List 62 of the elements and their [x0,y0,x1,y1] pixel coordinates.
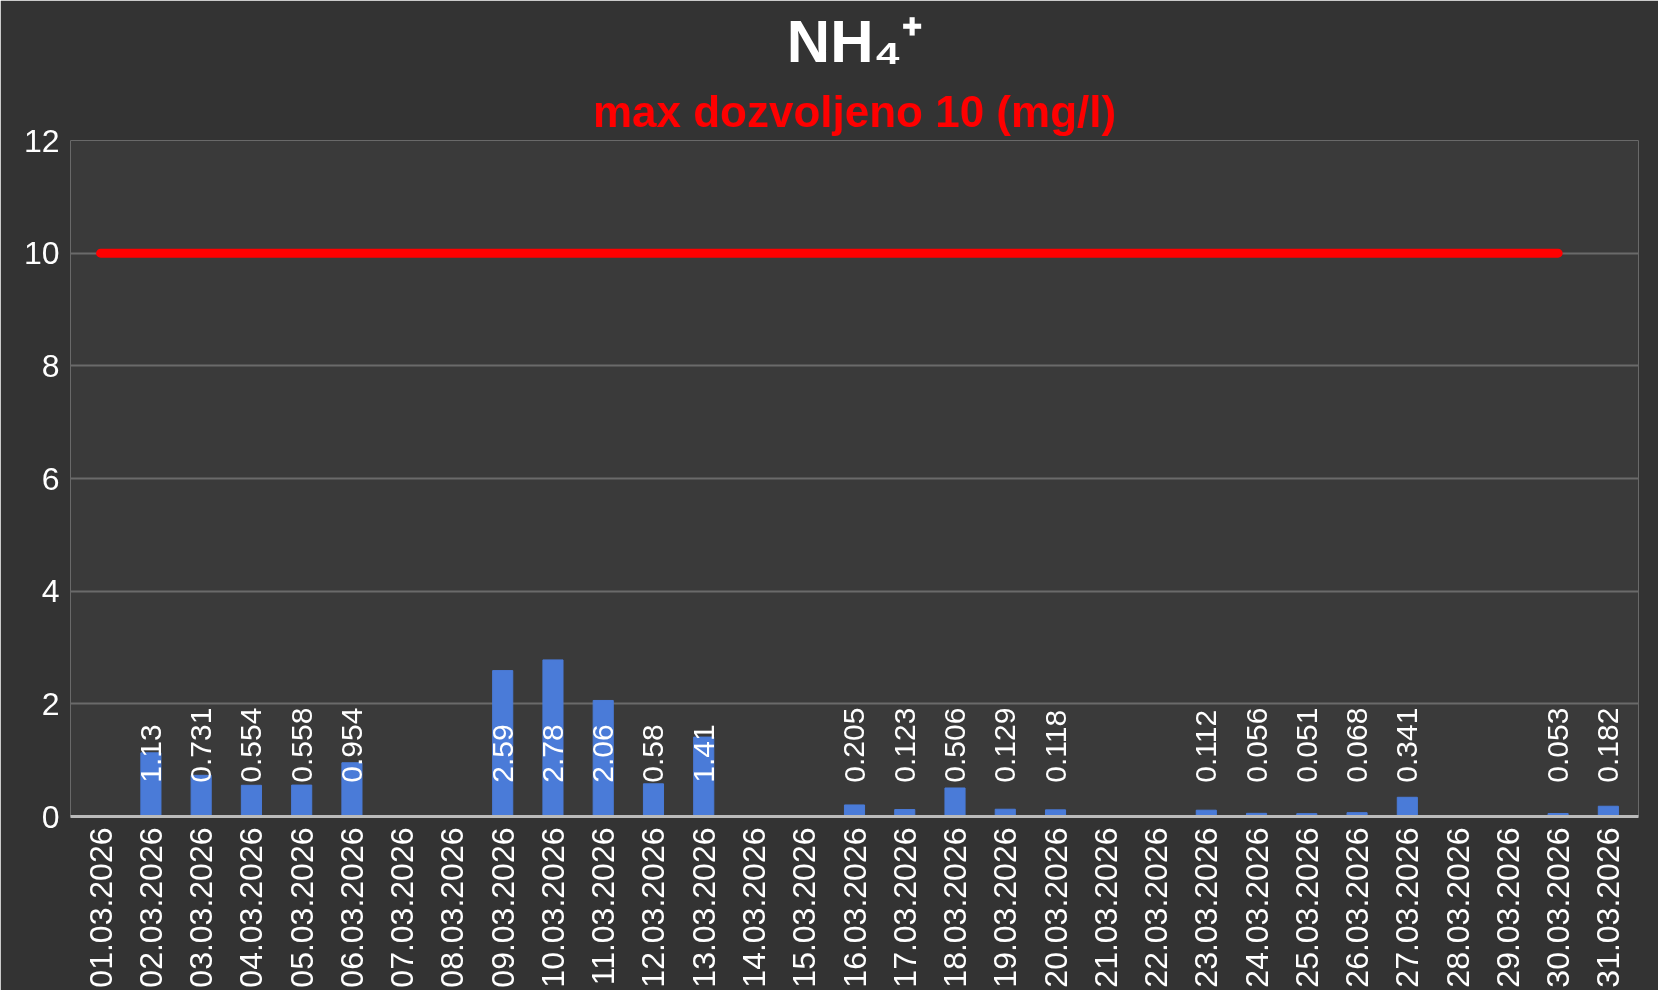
data-label: 0.954 [334,707,368,783]
data-label: 0.051 [1289,707,1323,783]
x-tick-label: 07.03.2026 [384,827,421,988]
chart-title: NH₄⁺ [786,7,923,75]
x-tick-label: 05.03.2026 [283,827,320,988]
data-label: 0.731 [184,707,218,783]
x-tick-label: 31.03.2026 [1590,827,1627,988]
x-tick-label: 23.03.2026 [1188,827,1225,988]
x-tick-label: 15.03.2026 [786,827,823,988]
x-tick-label: 14.03.2026 [735,827,772,988]
x-tick-label: 17.03.2026 [886,827,923,988]
x-tick-label: 11.03.2026 [585,827,622,986]
x-tick-label: 01.03.2026 [82,827,119,988]
x-tick-label: 22.03.2026 [1138,827,1175,988]
x-tick-label: 06.03.2026 [333,827,370,988]
x-tick-label: 29.03.2026 [1489,827,1526,988]
data-label: 0.205 [837,707,871,783]
data-label: 0.068 [1340,707,1374,783]
data-label: 0.506 [938,707,972,783]
x-tick-label: 27.03.2026 [1389,827,1426,988]
x-tick-label: 13.03.2026 [685,827,722,988]
x-tick-label: 10.03.2026 [534,827,571,988]
x-tick-label: 08.03.2026 [434,827,471,988]
y-tick-label: 4 [41,573,60,610]
data-label: 2.78 [535,724,569,783]
y-tick-label: 12 [23,122,60,159]
y-tick-label: 10 [23,235,60,272]
data-label: 0.129 [988,707,1022,783]
x-tick-label: 28.03.2026 [1439,827,1476,988]
x-tick-label: 12.03.2026 [635,827,672,988]
x-tick-label: 20.03.2026 [1037,827,1074,988]
x-tick-label: 19.03.2026 [987,827,1024,988]
data-label: 2.06 [586,724,620,783]
x-tick-label: 24.03.2026 [1238,827,1275,988]
y-tick-label: 8 [41,347,60,384]
data-label: 0.056 [1239,707,1273,783]
x-tick-label: 02.03.2026 [132,827,169,988]
x-tick-label: 26.03.2026 [1339,827,1376,988]
data-label: 0.341 [1390,707,1424,783]
x-tick-label: 30.03.2026 [1540,827,1577,988]
x-tick-label: 21.03.2026 [1087,827,1124,988]
y-tick-label: 6 [41,460,60,497]
data-label: 0.58 [636,724,670,783]
data-label: 2.59 [485,724,519,783]
data-label: 0.123 [887,707,921,783]
x-tick-label: 25.03.2026 [1288,827,1325,988]
x-tick-label: 09.03.2026 [484,827,521,988]
data-label: 1.41 [686,724,720,783]
data-label: 0.558 [284,707,318,783]
data-label: 0.182 [1591,707,1625,783]
data-label: 0.053 [1541,707,1575,783]
data-label: 1.13 [133,724,167,783]
x-tick-label: 18.03.2026 [937,827,974,988]
chart-subtitle: max dozvoljeno 10 (mg/l) [592,86,1117,136]
data-label: 0.118 [1038,709,1072,783]
x-tick-label: 16.03.2026 [836,827,873,988]
y-tick-label: 0 [41,798,60,835]
y-tick-label: 2 [41,685,60,722]
x-tick-label: 03.03.2026 [183,827,220,988]
data-label: 0.554 [234,707,268,783]
x-tick-label: 04.03.2026 [233,827,270,988]
data-label: 0.112 [1189,709,1223,783]
